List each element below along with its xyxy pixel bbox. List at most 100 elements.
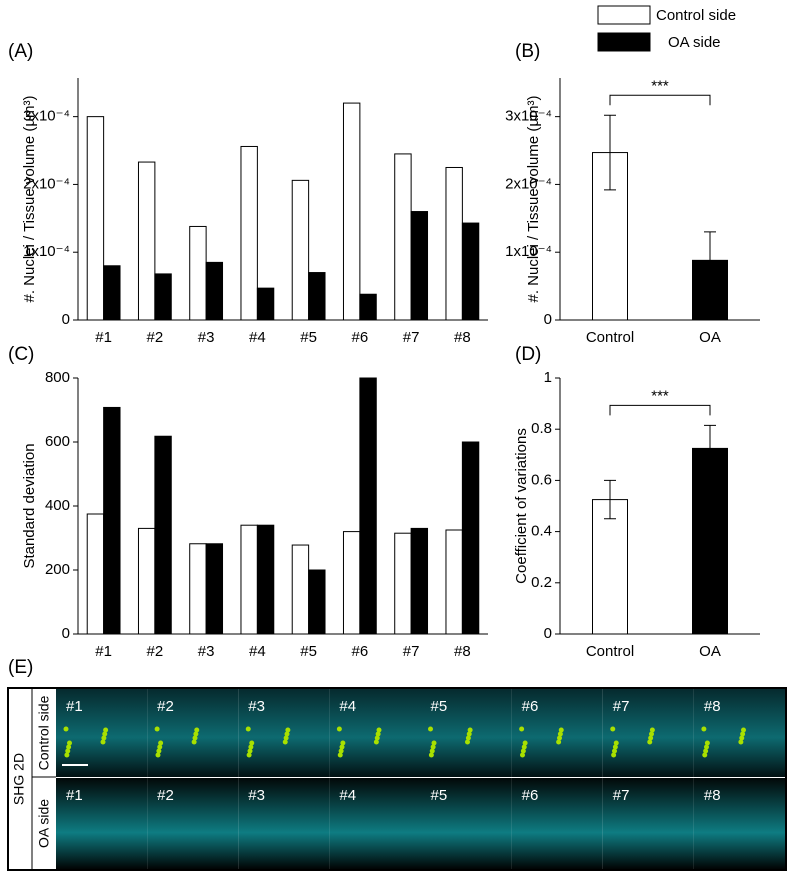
nucleus [192,735,198,741]
y-axis-label: #. Nuclei / Tissue volume (µm³) [525,95,542,302]
y-axis-label: Coefficient of variations [513,428,530,584]
panel-label: (C) [8,344,34,365]
x-tick-label: #4 [249,643,266,660]
tile-label: #3 [248,787,265,804]
bar [342,531,361,635]
bar [137,161,156,321]
legend-swatch [597,5,651,25]
nucleus [193,731,199,737]
legend-swatch [597,32,651,52]
nucleus [610,726,616,732]
nucleus [429,748,435,754]
bar [154,435,172,635]
x-tick-label: Control [586,329,634,346]
nucleus [284,731,290,737]
nucleus [648,735,654,741]
y-tick-label: 3x10⁻⁴ [505,108,552,125]
tile-label: #8 [704,698,721,715]
x-tick-label: #2 [147,643,164,660]
image-tile [602,689,694,777]
nucleus [465,739,470,745]
x-tick-label: #8 [454,329,471,346]
panel-label: (E) [8,657,33,678]
y-tick-label: 0.4 [531,523,552,540]
bar [410,211,429,321]
nucleus [557,735,562,741]
nucleus [612,748,617,754]
x-tick-label: #3 [198,329,215,346]
error-bar [604,479,616,520]
tile-label: #1 [66,787,83,804]
row-label: Control side [36,695,52,770]
bar [240,145,258,321]
nucleus [428,726,433,732]
tile-label: #7 [613,787,630,804]
nucleus [466,731,472,737]
nucleus [612,744,618,750]
bar [205,261,224,321]
nucleus [157,744,163,750]
bar [394,153,412,321]
nucleus [374,735,380,741]
image-tile [511,778,603,869]
nucleus [704,744,709,750]
nucleus [336,726,342,732]
bar [103,265,121,321]
bar [445,166,463,321]
bar [256,524,275,635]
x-tick-label: #6 [352,329,369,346]
nucleus [741,727,746,733]
nucleus [282,739,288,745]
nucleus [102,731,108,737]
image-tile [329,689,421,777]
nucleus [519,726,525,732]
y-tick-label: 1x10⁻⁴ [505,243,552,260]
image-tile [147,778,239,869]
nucleus [191,739,197,745]
nucleus [66,744,72,750]
panel-label: (D) [515,344,541,365]
bar [342,102,361,321]
bar [256,287,275,321]
x-tick-label: #7 [403,643,420,660]
image-tile [238,778,330,869]
bar [394,532,412,635]
nucleus [373,739,379,745]
nucleus [649,731,654,737]
y-tick-label: 0 [544,311,552,328]
y-axis-label: #. Nuclei / Tissue volume (µm³) [21,95,38,302]
nucleus [739,735,745,741]
tile-label: #1 [66,698,83,715]
row-title: SHG 2D [11,753,27,805]
x-tick-label: #1 [95,643,112,660]
bar [189,543,207,635]
significance: *** [651,77,669,94]
tile-label: #4 [339,698,356,715]
tile-label: #7 [613,698,630,715]
nucleus [154,726,160,732]
nucleus [156,748,162,754]
bar [205,543,224,635]
panel-label: (A) [8,41,33,62]
nucleus [702,752,708,758]
x-tick-label: #8 [454,643,471,660]
nucleus [283,735,289,741]
y-tick-label: 3x10⁻⁴ [23,108,70,125]
x-tick-label: #1 [95,329,112,346]
significance: *** [651,387,669,404]
image-tile [56,689,148,777]
nucleus [611,752,617,758]
y-tick-label: 2x10⁻⁴ [23,175,70,192]
error-bar [704,424,716,472]
image-tile [420,689,512,777]
bar [137,527,156,635]
y-tick-label: 600 [45,433,70,450]
x-tick-label: #5 [300,643,317,660]
bar [692,447,728,635]
bar [359,293,377,321]
tile-label: #2 [157,698,174,715]
nucleus [467,727,473,733]
nucleus [431,740,437,746]
y-tick-label: 0.2 [531,574,552,591]
